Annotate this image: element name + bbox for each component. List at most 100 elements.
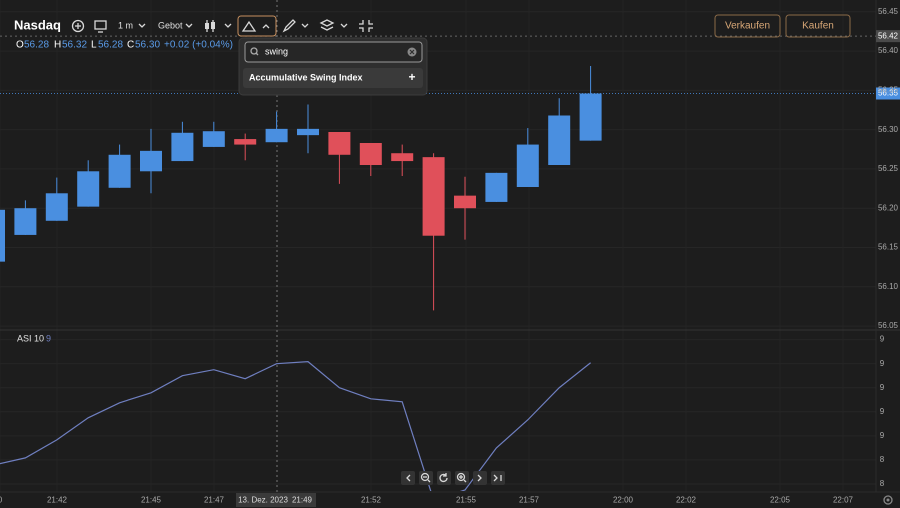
y-tick-label: 8 — [880, 455, 885, 464]
scroll-left[interactable] — [401, 471, 415, 485]
fullscreen-button[interactable] — [359, 20, 373, 32]
candle-body — [516, 144, 539, 187]
scroll-right[interactable] — [473, 471, 487, 485]
y-tick-label: 56.25 — [878, 164, 899, 173]
candle-body — [548, 115, 571, 165]
chevron[interactable] — [224, 23, 232, 28]
x-tick-label: 22:00 — [613, 496, 634, 505]
crosshair-date: 13. Dez. 2023 — [238, 496, 288, 505]
candle-body — [579, 93, 602, 141]
ohlc-value: 56.32 — [62, 40, 87, 51]
scroll-end[interactable] — [491, 471, 505, 485]
x-tick-label: 21:42 — [47, 496, 68, 505]
candle-body — [234, 139, 257, 145]
candle-body — [202, 131, 225, 147]
chevron[interactable] — [138, 23, 146, 28]
y-tick-label: 56.05 — [878, 321, 899, 330]
ohlc-value: 56.28 — [24, 40, 49, 51]
ohlc-legend: O 56.28 H 56.32 L 56.28 C 56.30 +0.02 (+… — [16, 40, 233, 51]
y-tick-label: 56.30 — [878, 125, 899, 134]
clear-icon — [409, 49, 415, 55]
candle-body — [485, 172, 508, 202]
settings-button[interactable] — [883, 495, 893, 505]
ohlc-key: L — [91, 40, 97, 51]
ohlc-value: 56.28 — [98, 40, 123, 51]
y-tick-label: 9 — [880, 359, 885, 368]
price-marker-label: 56.35 — [878, 89, 899, 98]
candle-body — [328, 132, 351, 155]
draw-button[interactable] — [282, 19, 296, 33]
y-tick-label: 56.35 — [878, 85, 899, 94]
x-tick-label: 22:07 — [833, 496, 854, 505]
candle-body — [391, 153, 414, 162]
add-result[interactable]: + — [408, 70, 415, 84]
indicator-button-active[interactable] — [237, 15, 277, 37]
y-tick-label: 9 — [880, 335, 885, 344]
y-tick-label: 56.45 — [878, 7, 899, 16]
chevron[interactable] — [340, 23, 348, 28]
candle-body — [108, 154, 131, 188]
chevron[interactable] — [262, 24, 270, 29]
x-tick-label: 21:55 — [456, 496, 477, 505]
ohlc-key: H — [54, 40, 61, 51]
interval[interactable]: 1 m — [118, 20, 133, 30]
x-tick-label: 21:47 — [204, 496, 225, 505]
search-query: swing — [265, 46, 288, 56]
price-type[interactable]: Gebot — [158, 20, 183, 30]
toolbar: Nasdaq 1 m Gebot Verkaufen Kaufen — [14, 14, 851, 38]
y-tick-label: 8 — [880, 479, 885, 488]
x-tick-label: 21:45 — [141, 496, 162, 505]
chart-type-button[interactable] — [205, 20, 215, 32]
price-marker-box — [876, 30, 900, 43]
price-marker-label: 56.42 — [878, 31, 899, 40]
search-input[interactable] — [244, 41, 423, 63]
candle-body — [265, 128, 288, 143]
chevron[interactable] — [301, 23, 309, 28]
crosshair-time-box — [236, 493, 316, 507]
y-tick-label: 56.15 — [878, 243, 899, 252]
x-tick-label: 0 — [0, 496, 3, 505]
grid — [0, 0, 876, 492]
reset[interactable] — [437, 471, 451, 485]
indicator-last: 9 — [46, 333, 51, 343]
indicator-icon — [241, 20, 257, 32]
candle-body — [454, 195, 476, 209]
price-markers: 56.42 56.35 — [0, 30, 900, 100]
candle-body — [140, 150, 162, 172]
search-icon — [250, 47, 258, 55]
x-tick-label: 21:57 — [519, 496, 540, 505]
layers-button[interactable] — [319, 19, 335, 31]
candles — [0, 66, 602, 311]
add-button[interactable] — [71, 19, 85, 33]
x-tick-label: 22:05 — [770, 496, 791, 505]
y-tick-label: 56.10 — [878, 282, 899, 291]
result-label: Accumulative Swing Index — [249, 72, 363, 82]
price-marker-box — [876, 87, 900, 100]
candle-body — [77, 171, 100, 207]
search-result[interactable] — [243, 68, 423, 88]
y-tick-label: 56.40 — [878, 46, 899, 55]
chevron[interactable] — [185, 23, 193, 28]
candle-body — [297, 128, 319, 136]
sell-button[interactable] — [714, 14, 781, 38]
candle-body — [422, 157, 445, 236]
ohlc-change: +0.02 (+0.04%) — [164, 40, 233, 51]
symbol[interactable]: Nasdaq — [14, 17, 61, 32]
y-tick-label: 9 — [880, 383, 885, 392]
candle-body — [359, 143, 382, 165]
candle-body — [171, 132, 194, 162]
y-tick-label: 9 — [880, 431, 885, 440]
y-tick-label: 56.20 — [878, 203, 899, 212]
ohlc-value: 56.30 — [135, 40, 160, 51]
axes: 56.45 56.40 56.35 56.30 56.25 56.20 56.15 56.10… — [0, 7, 899, 505]
indicator-name: ASI 10 — [17, 333, 44, 343]
buy-button[interactable] — [785, 14, 851, 38]
sell-label: Verkaufen — [725, 21, 770, 32]
candle-body — [14, 208, 37, 235]
compare-button[interactable] — [94, 20, 107, 33]
ohlc-key: C — [127, 40, 134, 51]
crosshair-time: 21:49 — [292, 496, 313, 505]
